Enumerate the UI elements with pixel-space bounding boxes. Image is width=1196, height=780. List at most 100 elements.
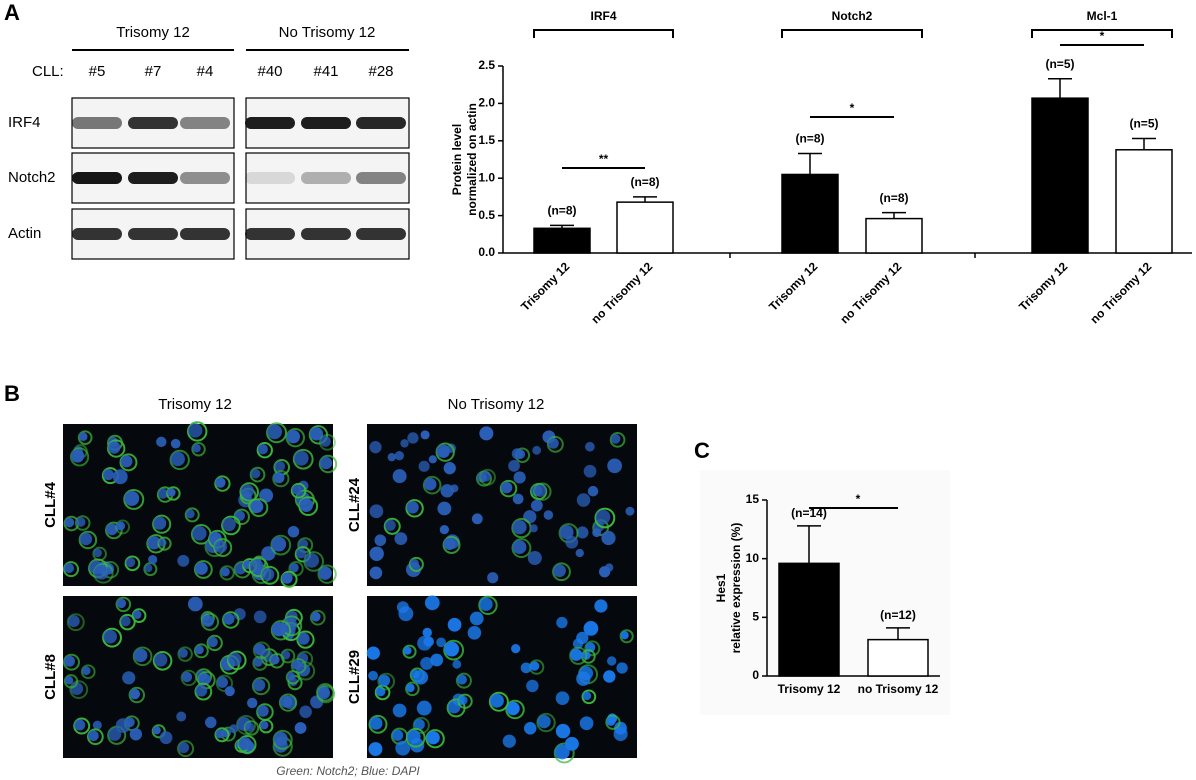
group-label: Notch2 [832, 9, 873, 23]
panel-label: C [694, 438, 710, 463]
nucleus [133, 648, 148, 663]
notch2-stain [214, 475, 231, 492]
nucleus [436, 637, 446, 648]
notch2-stain [69, 447, 90, 467]
nucleus [270, 655, 280, 665]
n-label: (n=12) [880, 608, 916, 622]
nucleus [565, 535, 579, 549]
group-bracket [781, 29, 923, 38]
y-tick-label: 1.0 [478, 170, 495, 184]
notch2-stain [584, 640, 601, 657]
nucleus [220, 567, 230, 577]
nucleus [394, 532, 408, 546]
notch2-stain [152, 514, 172, 534]
notch2-stain [73, 717, 91, 735]
notch2-stain [309, 609, 326, 626]
nucleus [447, 700, 461, 714]
nucleus [523, 510, 537, 524]
nucleus [317, 687, 331, 700]
nucleus [253, 643, 266, 656]
nucleus [555, 723, 571, 739]
nucleus [257, 444, 268, 455]
nucleus [512, 493, 524, 505]
notch2-stain [269, 653, 285, 669]
nucleus [604, 563, 614, 572]
nucleus [67, 615, 80, 628]
notch2-stain [102, 627, 122, 648]
nucleus [170, 438, 181, 449]
nucleus [570, 648, 583, 661]
nucleus [508, 460, 520, 472]
notch2-stain [157, 536, 172, 551]
nucleus [398, 606, 414, 622]
band [301, 117, 351, 129]
nucleus [369, 504, 384, 519]
notch2-stain [222, 611, 240, 629]
nucleus [555, 691, 570, 705]
panel-label: B [4, 381, 20, 406]
nucleus [613, 726, 628, 742]
nucleus [512, 540, 527, 555]
nucleus [274, 460, 286, 472]
nucleus [116, 521, 126, 531]
notch2-stain [177, 740, 195, 758]
bar [867, 638, 929, 677]
n-label: (n=14) [791, 506, 827, 520]
group-bracket [533, 29, 674, 38]
nucleus [88, 730, 99, 742]
notch2-stain [368, 714, 388, 734]
nucleus [511, 448, 523, 460]
notch2-stain [553, 742, 575, 764]
nucleus [259, 720, 269, 730]
notch2-stain [505, 699, 525, 720]
nucleus [286, 672, 296, 681]
nucleus [267, 424, 283, 440]
n-label: (n=5) [1045, 57, 1074, 71]
x-tick-label: no Trisomy 12 [837, 259, 904, 326]
nucleus [406, 501, 419, 514]
nucleus [207, 636, 218, 648]
n-label: (n=8) [547, 203, 576, 217]
notch2-stain [193, 643, 209, 659]
nucleus [413, 718, 425, 731]
bar [865, 217, 923, 254]
nucleus [70, 682, 84, 695]
nucleus [592, 528, 602, 538]
sample-label: #40 [257, 63, 282, 80]
band [245, 228, 295, 240]
group-bracket [1031, 29, 1173, 38]
nucleus [523, 722, 537, 735]
notch2-stain [166, 486, 181, 501]
notch2-stain [78, 530, 98, 550]
notch2-stain [256, 442, 273, 459]
notch2-stain [605, 714, 621, 730]
nucleus [601, 530, 616, 546]
notch2-stain [187, 421, 208, 442]
nucleus [594, 599, 608, 613]
nucleus [147, 536, 161, 550]
notch2-stain [80, 664, 96, 680]
nucleus [543, 510, 554, 520]
nucleus [456, 674, 467, 685]
nucleus [291, 484, 302, 495]
x-tick-label: Trisomy 12 [1016, 259, 1070, 313]
nucleus [443, 538, 456, 550]
sample-label: #4 [197, 63, 214, 80]
notch2-stain [193, 560, 213, 579]
notch2-stain [316, 685, 336, 704]
nucleus [148, 555, 158, 565]
y-tick-label: 2.0 [478, 96, 495, 110]
nucleus [70, 449, 85, 463]
nucleus [409, 558, 419, 568]
nucleus [167, 488, 176, 497]
nucleus [170, 451, 185, 467]
notch2-stain [292, 448, 314, 470]
x-tick-label: Trisomy 12 [518, 259, 572, 313]
nucleus [530, 499, 543, 512]
nucleus [384, 519, 396, 531]
notch2-stain [152, 650, 173, 671]
nucleus [511, 644, 521, 654]
nucleus [158, 538, 167, 547]
nucleus [318, 566, 332, 580]
